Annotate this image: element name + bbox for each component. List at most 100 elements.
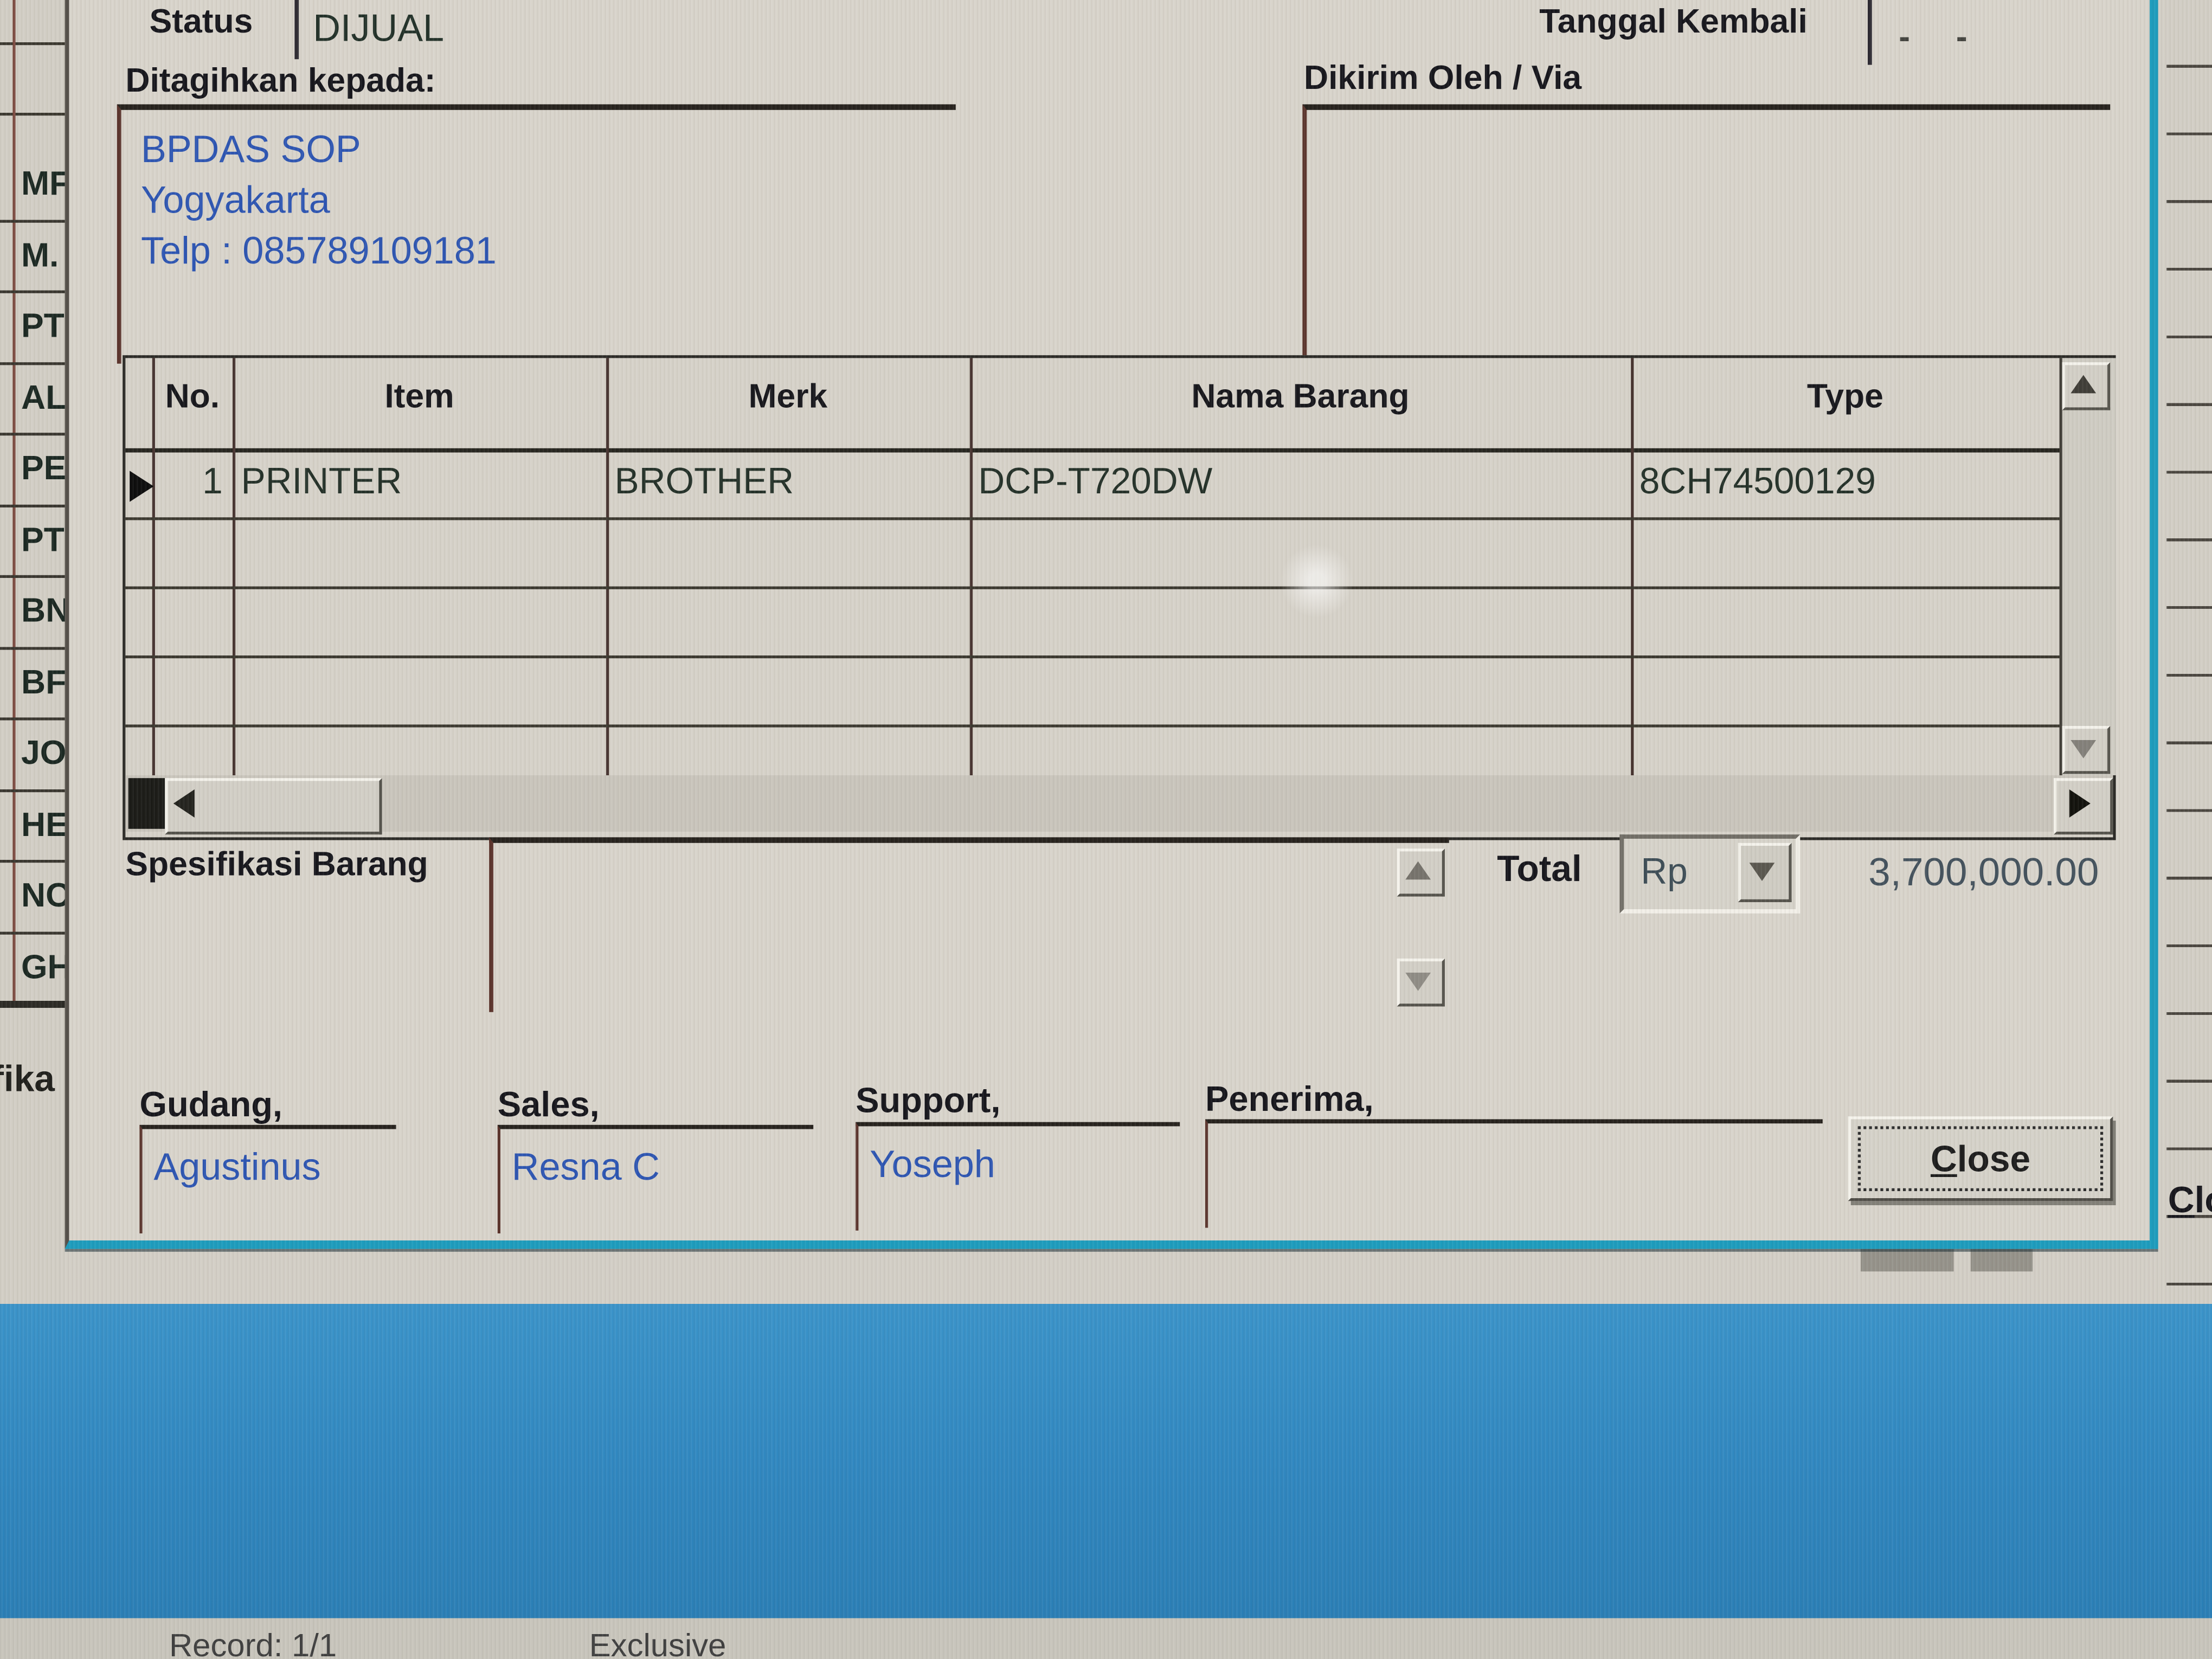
scroll-down-button[interactable] bbox=[2062, 726, 2111, 774]
status-label: Status bbox=[149, 3, 253, 41]
background-table-row: PE bbox=[0, 435, 67, 507]
row-line bbox=[0, 42, 65, 46]
current-record-marker-icon bbox=[130, 471, 154, 502]
cell-nama-barang[interactable]: DCP-T720DW bbox=[978, 459, 1213, 502]
billed-to-line: Yogyakarta bbox=[141, 179, 330, 222]
chevron-down-icon bbox=[1749, 863, 1775, 881]
gudang-value: Agustinus bbox=[153, 1146, 321, 1188]
status-bar: Record: 1/1 Exclusive bbox=[0, 1618, 2212, 1659]
cell-no[interactable]: 1 bbox=[202, 459, 223, 502]
background-table-row: HE bbox=[0, 792, 68, 863]
arrow-down-icon bbox=[2070, 740, 2097, 758]
background-button-fragment bbox=[1970, 1249, 2033, 1272]
penerima-field[interactable] bbox=[1205, 1119, 1823, 1228]
grid-vertical-scrollbar[interactable] bbox=[2059, 358, 2116, 775]
arrow-down-icon bbox=[1405, 972, 1431, 991]
background-table-row: MF bbox=[0, 151, 70, 222]
shipped-by-field[interactable] bbox=[1302, 104, 2111, 358]
currency-combobox[interactable]: Rp bbox=[1619, 834, 1801, 914]
scroll-up-button[interactable] bbox=[2062, 362, 2111, 410]
billed-to-line: Telp : 085789109181 bbox=[141, 229, 497, 272]
header-separator bbox=[125, 448, 2113, 453]
billed-to-line: BPDAS SOP bbox=[141, 128, 361, 171]
row-line bbox=[125, 724, 2060, 728]
background-table-rows: MF M. PT AL PE PT BN BF JO HE NC GH bbox=[0, 151, 72, 1005]
tanggal-kembali-value[interactable]: - - bbox=[1899, 18, 1967, 56]
app-background-band bbox=[0, 1304, 2212, 1618]
background-table-row: GH bbox=[0, 934, 72, 1005]
background-table-row-label: PE bbox=[21, 449, 67, 488]
grid-header-no[interactable]: No. bbox=[165, 377, 220, 416]
row-line bbox=[125, 586, 2060, 589]
background-table-row: BF bbox=[0, 649, 67, 721]
sales-label: Sales, bbox=[497, 1085, 600, 1125]
spesifikasi-textbox[interactable] bbox=[489, 837, 1449, 1012]
background-table-row-label: MF bbox=[21, 165, 70, 203]
cell-item[interactable]: PRINTER bbox=[241, 459, 402, 502]
billed-to-field[interactable]: BPDAS SOP Yogyakarta Telp : 085789109181 bbox=[117, 104, 956, 364]
background-table-row: BN bbox=[0, 578, 70, 650]
billed-to-label: Ditagihkan kepada: bbox=[125, 62, 436, 100]
spesifikasi-label: Spesifikasi Barang bbox=[125, 846, 428, 884]
background-table-row-label: PT bbox=[21, 307, 65, 345]
divider bbox=[294, 0, 299, 60]
background-table-row-label: GH bbox=[21, 948, 72, 986]
support-field[interactable]: Yoseph bbox=[856, 1122, 1180, 1231]
grid-line bbox=[969, 358, 973, 775]
background-button-fragment bbox=[1860, 1249, 1954, 1272]
support-value: Yoseph bbox=[870, 1143, 995, 1186]
background-table-row-label: BF bbox=[21, 663, 67, 702]
background-table-row-label: PT bbox=[21, 520, 65, 559]
cell-type[interactable]: 8CH74500129 bbox=[1639, 459, 1876, 502]
grid-horizontal-scrollbar[interactable] bbox=[125, 775, 2113, 832]
grid-header-nama-barang[interactable]: Nama Barang bbox=[1191, 377, 1410, 416]
background-partial-label: fika bbox=[0, 1057, 55, 1099]
background-table-row-label: JO bbox=[21, 734, 67, 773]
currency-value: Rp bbox=[1641, 850, 1688, 892]
close-label-underline: C bbox=[1930, 1136, 1957, 1179]
mode-indicator: Exclusive bbox=[589, 1626, 726, 1659]
arrow-right-icon bbox=[2069, 789, 2091, 818]
combobox-dropdown-button[interactable] bbox=[1738, 843, 1792, 902]
grid-line bbox=[232, 358, 236, 775]
scroll-left-button[interactable] bbox=[128, 778, 165, 829]
close-label-rest: lose bbox=[1957, 1136, 2031, 1179]
penerima-label: Penerima, bbox=[1205, 1079, 1374, 1120]
spin-down-button[interactable] bbox=[1397, 958, 1445, 1007]
spin-up-button[interactable] bbox=[1397, 848, 1445, 897]
background-table-row-label: M. bbox=[21, 236, 59, 274]
divider bbox=[1867, 0, 1872, 65]
cell-merk[interactable]: BROTHER bbox=[614, 459, 794, 502]
total-value: 3,700,000.00 bbox=[1868, 850, 2099, 894]
grid-header-merk[interactable]: Merk bbox=[748, 377, 828, 416]
items-grid[interactable]: No. Item Merk Nama Barang Type 1 PRINTER… bbox=[123, 355, 2116, 840]
scroll-right-button[interactable] bbox=[2054, 778, 2113, 835]
grid-header-item[interactable]: Item bbox=[384, 377, 454, 416]
background-table-row: M. bbox=[0, 222, 65, 293]
background-table-row: AL bbox=[0, 364, 67, 436]
background-close-label-rest: los bbox=[2194, 1178, 2212, 1221]
scrollbar-thumb[interactable] bbox=[165, 778, 382, 835]
arrow-left-icon bbox=[173, 789, 195, 818]
gudang-field[interactable]: Agustinus bbox=[139, 1124, 396, 1233]
background-table-row: PT bbox=[0, 293, 65, 365]
background-table-row: PT bbox=[0, 507, 65, 578]
grid-line bbox=[152, 358, 155, 775]
grid-header-type[interactable]: Type bbox=[1806, 377, 1883, 416]
row-line bbox=[125, 655, 2060, 659]
arrow-up-icon bbox=[1405, 861, 1431, 880]
grid-line bbox=[606, 358, 609, 775]
background-table-left-strip: MF M. PT AL PE PT BN BF JO HE NC GH fika bbox=[0, 0, 72, 1304]
support-label: Support, bbox=[856, 1081, 1001, 1121]
sales-field[interactable]: Resna C bbox=[497, 1124, 814, 1233]
background-table-row-label: AL bbox=[21, 378, 67, 417]
background-close-label: C bbox=[2168, 1178, 2195, 1221]
transaction-detail-dialog: Status DIJUAL Tanggal Kembali - - Ditagi… bbox=[65, 0, 2158, 1249]
record-indicator: Record: 1/1 bbox=[169, 1626, 337, 1659]
row-line bbox=[0, 113, 65, 116]
tanggal-kembali-label: Tanggal Kembali bbox=[1539, 3, 1808, 41]
